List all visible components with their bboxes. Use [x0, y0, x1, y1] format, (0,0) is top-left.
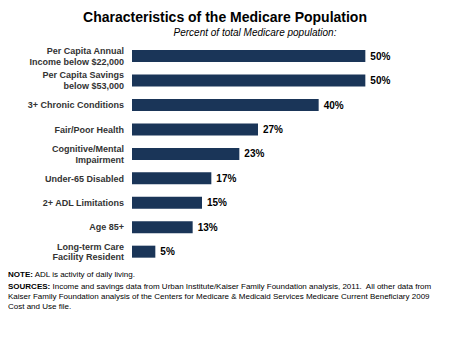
svg-text:2+ ADL Limitations: 2+ ADL Limitations: [43, 198, 124, 208]
svg-text:Under-65 Disabled: Under-65 Disabled: [45, 174, 124, 184]
svg-text:13%: 13%: [198, 222, 218, 233]
svg-text:27%: 27%: [263, 124, 283, 135]
svg-text:Per Capita Savingsbelow $53,00: Per Capita Savingsbelow $53,000: [42, 70, 124, 91]
svg-text:Cognitive/MentalImpairment: Cognitive/MentalImpairment: [52, 144, 124, 165]
svg-text:3+ Chronic Conditions: 3+ Chronic Conditions: [28, 100, 124, 110]
svg-text:Per Capita AnnualIncome below: Per Capita AnnualIncome below $22,000: [29, 46, 124, 67]
html-text:SOURCES: Income and savings da: SOURCES: Income and savings data from Ur…: [8, 282, 434, 311]
svg-text:5%: 5%: [160, 246, 175, 257]
html-text:NOTE: ADL is activity of daily: NOTE: ADL is activity of daily living.: [8, 270, 135, 279]
svg-text:Long-term CareFacility Residen: Long-term CareFacility Resident: [52, 242, 124, 263]
svg-text:40%: 40%: [324, 100, 344, 111]
svg-text:15%: 15%: [207, 197, 227, 208]
svg-text:50%: 50%: [370, 75, 390, 86]
svg-text:Age 85+: Age 85+: [89, 222, 124, 232]
svg-text:50%: 50%: [370, 51, 390, 62]
svg-text:Fair/Poor Health: Fair/Poor Health: [54, 125, 124, 135]
svg-text:17%: 17%: [216, 173, 236, 184]
html-text:Percent of total Medicare popu: Percent of total Medicare population:: [173, 27, 337, 38]
svg-text:23%: 23%: [244, 148, 264, 159]
html-text:Characteristics of the Medicar: Characteristics of the Medicare Populati…: [83, 9, 367, 25]
